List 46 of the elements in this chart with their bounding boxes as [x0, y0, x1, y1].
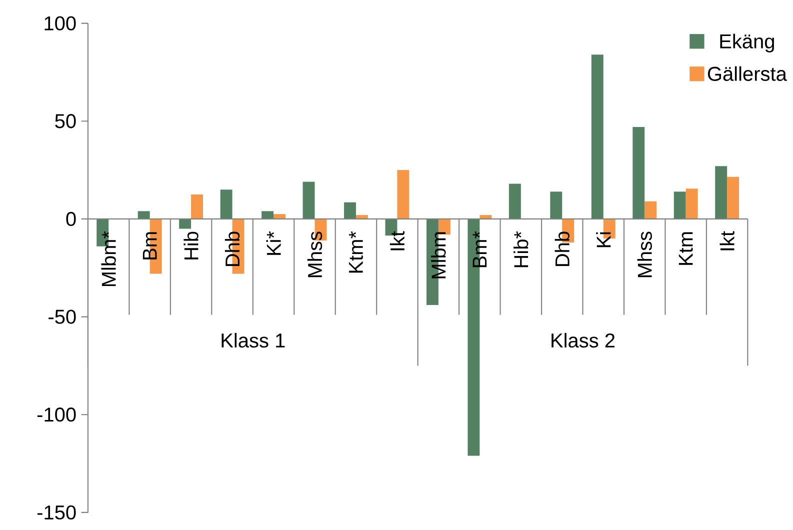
bar	[480, 215, 492, 220]
x-tick-label: Hib*	[514, 231, 528, 268]
x-tick-label: Mhss	[637, 232, 652, 278]
bar	[356, 215, 368, 220]
x-tick-label: Ki	[596, 232, 611, 248]
bar	[274, 214, 286, 220]
bar	[262, 211, 274, 220]
x-tick-label: Mlbm	[431, 232, 446, 278]
x-tick-label: Ikt	[390, 231, 405, 250]
bar	[138, 211, 150, 220]
x-tick-label: Ki*	[266, 231, 281, 256]
y-tick-label: -100	[37, 408, 76, 422]
bar	[397, 170, 410, 220]
x-tick-label: Ikt	[720, 231, 734, 250]
bar	[591, 54, 604, 220]
bar	[715, 166, 728, 220]
x-tick-label: Ktm*	[349, 231, 363, 273]
bar	[632, 127, 645, 220]
y-tick-label: 0	[66, 212, 76, 226]
x-tick-label: Mhss	[307, 232, 322, 278]
bar	[508, 184, 521, 220]
x-tick-label: Bm*	[472, 231, 487, 268]
y-tick-label: -50	[48, 310, 76, 324]
annotation: Klass 1	[222, 333, 285, 348]
x-tick-label: Ktm	[678, 232, 693, 265]
bar	[302, 182, 315, 220]
bar	[191, 194, 203, 220]
y-tick-label: 100	[44, 16, 76, 30]
y-tick-label: -150	[37, 505, 76, 520]
x-tick-label: Dhb	[224, 232, 240, 266]
x-tick-label: Mlbm*	[101, 231, 116, 286]
legend-label: Gällersta	[708, 66, 787, 82]
annotation: Klass 2	[552, 333, 615, 348]
x-tick-label: Bm	[142, 232, 157, 260]
bar	[220, 190, 232, 220]
bar	[644, 201, 657, 220]
x-tick-label: Hib	[184, 232, 198, 260]
bar	[344, 202, 356, 220]
x-tick-label: Dhb	[554, 232, 570, 266]
bar	[550, 192, 562, 220]
y-tick-label: 50	[55, 114, 76, 128]
bar	[686, 188, 698, 220]
bar	[674, 192, 686, 220]
bar	[727, 177, 740, 220]
bar	[179, 219, 192, 229]
legend-label: Ekäng	[720, 34, 774, 53]
